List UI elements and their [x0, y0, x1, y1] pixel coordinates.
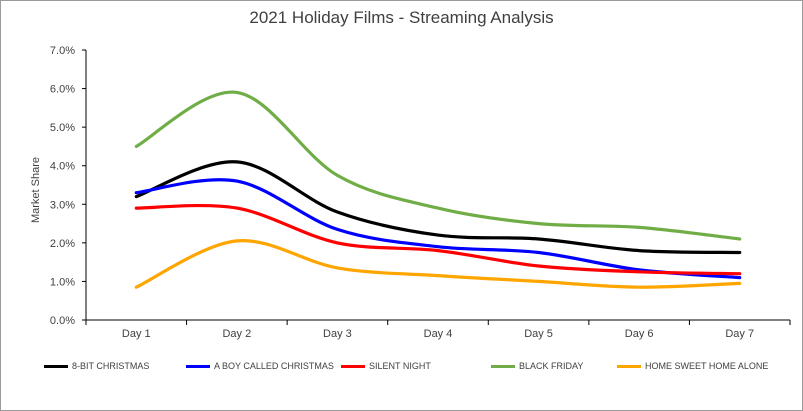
data-point-a-boy-called-christmas-3 [336, 228, 339, 231]
data-point-home-sweet-home-alone-3 [336, 267, 339, 269]
data-point-a-boy-called-christmas-4 [437, 245, 439, 248]
data-point-black-friday-4 [437, 207, 439, 209]
x-tick-label: Day 2 [222, 328, 251, 340]
data-point-8-bit-christmas-7 [738, 251, 741, 254]
axes: 0.0% 1.0% 2.0% 3.0% 4.0% 5.0% 6.0% 7.0% Day 1 Day… [50, 45, 791, 340]
legend: 8-BIT CHRISTMAS A BOY CALLED CHRISTMAS SIL… [0, 357, 803, 375]
legend-swatch [617, 364, 641, 368]
legend-swatch [491, 364, 515, 368]
y-tick-label: 6.0% [50, 84, 75, 96]
data-point-home-sweet-home-alone-2 [236, 240, 238, 242]
legend-swatch [186, 364, 210, 368]
data-point-8-bit-christmas-6 [638, 249, 640, 252]
data-point-silent-night-4 [437, 249, 439, 252]
data-point-black-friday-5 [537, 222, 540, 225]
data-point-black-friday-2 [236, 91, 238, 94]
data-point-home-sweet-home-alone-5 [537, 280, 540, 283]
data-point-home-sweet-home-alone-6 [638, 286, 640, 289]
series-layer [134, 90, 742, 289]
data-point-silent-night-5 [537, 265, 540, 267]
x-tick-label: Day 4 [424, 328, 453, 340]
x-tick-label: Day 1 [122, 328, 151, 340]
data-point-silent-night-6 [638, 270, 640, 273]
legend-label: A BOY CALLED CHRISTMAS [214, 361, 334, 371]
legend-label: 8-BIT CHRISTMAS [72, 361, 150, 371]
data-point-8-bit-christmas-1 [135, 195, 138, 198]
legend-item-silent-night: SILENT NIGHT [341, 357, 431, 375]
chart-title: 2021 Holiday Films - Streaming Analysis [249, 8, 554, 27]
y-tick-label: 1.0% [50, 276, 75, 288]
legend-swatch [44, 364, 68, 368]
data-point-home-sweet-home-alone-7 [738, 282, 741, 285]
data-point-8-bit-christmas-2 [236, 161, 238, 163]
data-point-a-boy-called-christmas-5 [537, 251, 540, 254]
data-point-black-friday-3 [336, 174, 339, 177]
data-point-silent-night-3 [336, 242, 339, 244]
data-point-a-boy-called-christmas-2 [236, 180, 238, 182]
data-point-a-boy-called-christmas-7 [738, 276, 741, 279]
x-tick-label: Day 7 [725, 328, 754, 340]
y-tick-label: 0.0% [50, 315, 75, 327]
data-point-home-sweet-home-alone-4 [437, 274, 439, 277]
legend-item-a-boy-called-christmas: A BOY CALLED CHRISTMAS [186, 357, 334, 375]
data-point-home-sweet-home-alone-1 [135, 286, 138, 289]
x-tick-label: Day 5 [524, 328, 553, 340]
data-point-silent-night-7 [738, 272, 741, 275]
data-point-a-boy-called-christmas-1 [135, 191, 138, 194]
data-point-black-friday-7 [738, 238, 741, 240]
y-tick-label: 7.0% [50, 45, 75, 57]
series-line-silent-night [134, 203, 742, 276]
y-axis-label: Market Share [30, 157, 42, 223]
legend-item-black-friday: BLACK FRIDAY [491, 357, 583, 375]
data-point-black-friday-1 [135, 145, 138, 148]
y-tick-label: 2.0% [50, 238, 75, 250]
y-tick-label: 3.0% [50, 199, 75, 211]
data-point-silent-night-1 [135, 207, 138, 209]
series-line-black-friday [134, 90, 742, 241]
legend-label: SILENT NIGHT [369, 361, 431, 371]
legend-label: BLACK FRIDAY [519, 361, 584, 371]
data-point-black-friday-6 [638, 226, 640, 229]
data-point-8-bit-christmas-4 [437, 234, 439, 236]
y-tick-label: 4.0% [50, 161, 75, 173]
x-tick-label: Day 6 [625, 328, 654, 340]
x-tick-label: Day 3 [323, 328, 352, 340]
y-tick-label: 5.0% [50, 122, 75, 134]
legend-item-home-sweet-home-alone: HOME SWEET HOME ALONE [617, 357, 768, 375]
data-point-8-bit-christmas-3 [336, 211, 339, 213]
data-point-8-bit-christmas-5 [537, 238, 540, 240]
legend-swatch [341, 364, 365, 368]
data-point-silent-night-2 [236, 207, 238, 209]
legend-item-8-bit-christmas: 8-BIT CHRISTMAS [44, 357, 149, 375]
legend-label: HOME SWEET HOME ALONE [645, 361, 769, 371]
